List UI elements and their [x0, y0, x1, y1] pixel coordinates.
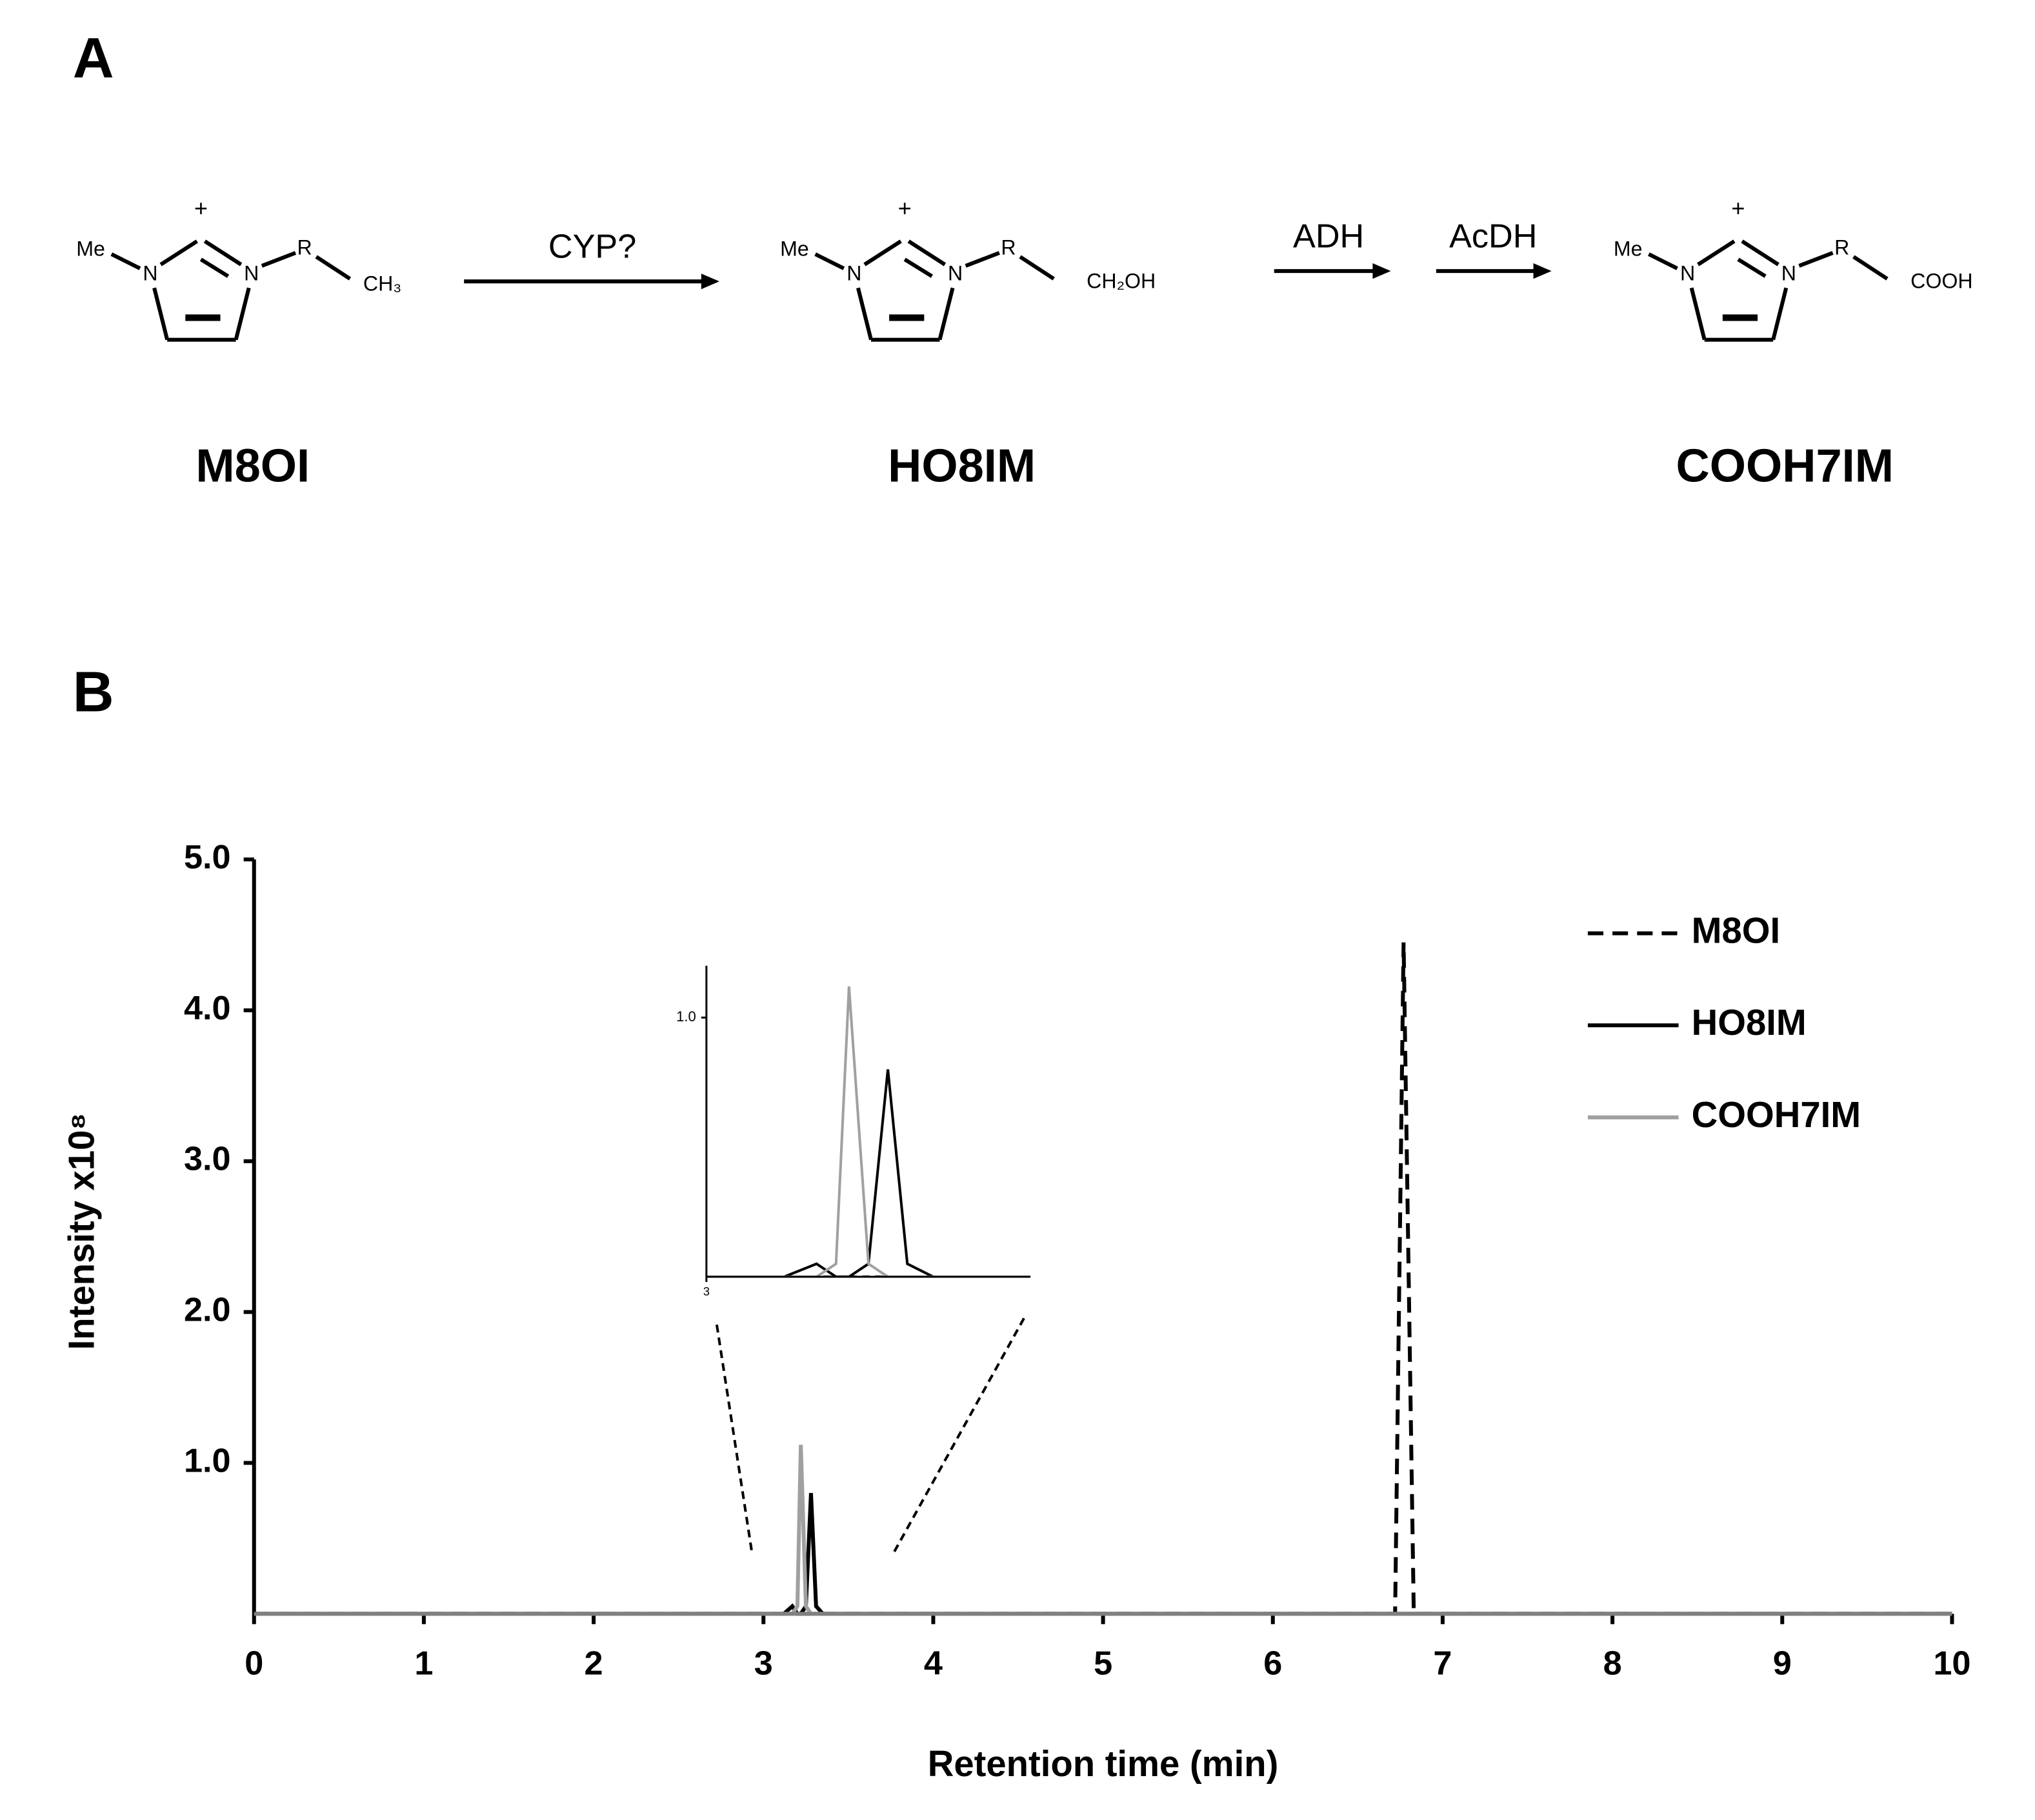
x-tick-label: 0 [245, 1645, 263, 1682]
bond [1689, 287, 1707, 341]
atom-label: R [1834, 235, 1849, 259]
x-tick-label: 6 [1263, 1645, 1282, 1682]
end-group: CH₃ [363, 272, 401, 295]
x-tick-label: 10 [1933, 1645, 1970, 1682]
bond [199, 257, 230, 278]
x-axis-title: Retention time (min) [928, 1743, 1279, 1784]
reaction-scheme: Me N N + R CH₃ M8OI Me N N + R CH₂OH HO8IM Me N N + R COOH C… [76, 195, 1972, 492]
legend-label: M8OI [1692, 910, 1780, 951]
compound-name: COOH7IM [1676, 441, 1894, 492]
atom-label: + [898, 195, 912, 221]
atom-label: Me [1614, 237, 1643, 260]
x-tick-label: 1 [414, 1645, 433, 1682]
compound-name: HO8IM [888, 441, 1036, 492]
enzyme-label: AcDH [1449, 218, 1537, 255]
panel-label: B [73, 659, 114, 723]
enzyme-label: CYP? [548, 228, 636, 266]
y-tick-label: 5.0 [184, 839, 231, 876]
bond [1741, 239, 1779, 266]
bond [1697, 239, 1736, 266]
y-tick-label: 3.0 [184, 1141, 231, 1178]
x-tick-label: 5 [1094, 1645, 1112, 1682]
bond [1771, 287, 1789, 341]
x-tick-label: 9 [1773, 1645, 1792, 1682]
x-tick-label: 4 [924, 1645, 943, 1682]
atom-label: R [1001, 235, 1016, 259]
plot-lines [254, 942, 1952, 1616]
bond [152, 287, 170, 341]
legend-label: HO8IM [1692, 1002, 1807, 1043]
enzyme-label: ADH [1293, 218, 1364, 255]
data-line [254, 1493, 1952, 1616]
bond [907, 239, 947, 266]
bond [814, 252, 845, 270]
x-tick-label: 8 [1603, 1645, 1622, 1682]
bond [203, 239, 243, 266]
bond [315, 255, 352, 281]
bond [1647, 252, 1678, 270]
y-axis-title: Intensity x10⁸ [61, 1113, 101, 1350]
x-tick-label: 3 [754, 1645, 773, 1682]
y-tick-label: 2.0 [184, 1291, 231, 1328]
atom-label: N [143, 262, 157, 285]
bond [903, 257, 933, 278]
bond [1737, 257, 1767, 278]
panel-label: A [73, 26, 114, 90]
bond [965, 251, 1000, 268]
atom-label: + [1731, 195, 1745, 221]
x-tick-label: 7 [1433, 1645, 1452, 1682]
bond [856, 287, 873, 341]
end-group: CH₂OH [1087, 270, 1156, 293]
atom-label: Me [780, 237, 809, 260]
bond [1798, 251, 1834, 268]
inset-lines [706, 986, 1031, 1277]
inset-y-tick-label: 1.0 [676, 1008, 696, 1025]
inset-x-tick-label: 3 [703, 1285, 710, 1298]
bond [159, 239, 198, 266]
bond [937, 287, 955, 341]
atom-label: N [1781, 262, 1796, 285]
arrowhead [701, 274, 719, 290]
atom-label: N [1680, 262, 1695, 285]
compound-name: M8OI [195, 441, 310, 492]
data-line [706, 1069, 1031, 1277]
arrowhead [1533, 263, 1552, 279]
zoom-lines [715, 1317, 1025, 1552]
atom-label: Me [76, 237, 105, 260]
end-group: COOH [1910, 270, 1972, 293]
data-line [254, 1445, 1952, 1616]
bond [110, 252, 141, 270]
atom-label: R [297, 235, 312, 259]
bond [863, 239, 902, 266]
atom-label: N [948, 262, 963, 285]
bond [261, 251, 297, 268]
bond [1019, 255, 1055, 281]
data-line [254, 942, 1952, 1616]
atom-label: + [194, 195, 208, 221]
arrowhead [1372, 263, 1391, 279]
legend-label: COOH7IM [1692, 1094, 1861, 1135]
bond [234, 287, 251, 341]
atom-label: N [244, 262, 259, 285]
y-tick-label: 4.0 [184, 990, 231, 1027]
atom-label: N [847, 262, 861, 285]
bond [1852, 255, 1889, 281]
x-tick-label: 2 [585, 1645, 603, 1682]
y-tick-label: 1.0 [184, 1442, 231, 1479]
